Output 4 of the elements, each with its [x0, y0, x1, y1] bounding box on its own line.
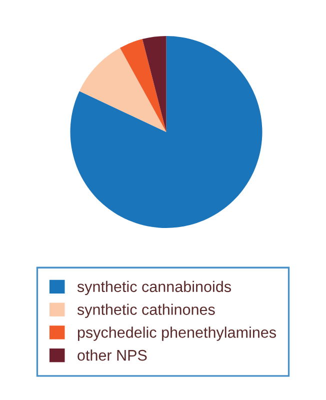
legend-label: psychedelic phenethylamines [78, 326, 276, 341]
legend-label: other NPS [78, 349, 147, 361]
legend-label: synthetic cathinones [77, 304, 215, 318]
legend-label: synthetic cannabinoids [77, 280, 231, 296]
